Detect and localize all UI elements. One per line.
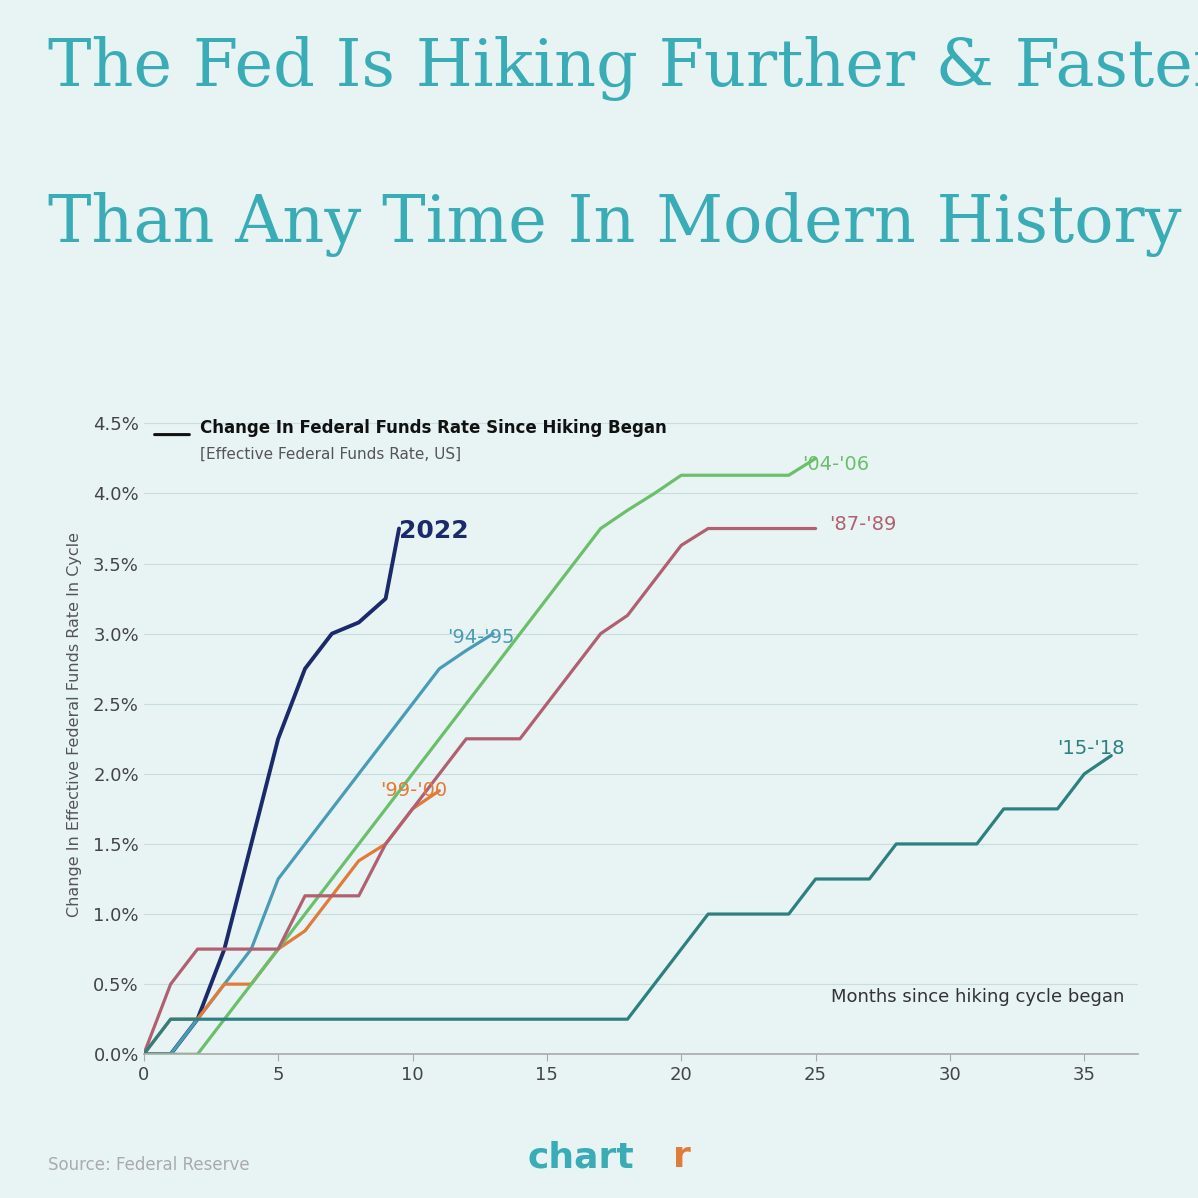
Text: [Effective Federal Funds Rate, US]: [Effective Federal Funds Rate, US] [200, 447, 461, 461]
Text: '94-'95: '94-'95 [447, 629, 515, 647]
Y-axis label: Change In Effective Federal Funds Rate In Cycle: Change In Effective Federal Funds Rate I… [67, 532, 81, 918]
Text: '99-'00: '99-'00 [380, 781, 447, 800]
Text: chart: chart [527, 1140, 634, 1174]
Text: r: r [673, 1140, 691, 1174]
Text: The Fed Is Hiking Further & Faster: The Fed Is Hiking Further & Faster [48, 36, 1198, 101]
Text: 2022: 2022 [399, 519, 468, 544]
Text: '04-'06: '04-'06 [803, 454, 870, 473]
Text: '87-'89: '87-'89 [829, 515, 896, 534]
Text: Change In Federal Funds Rate Since Hiking Began: Change In Federal Funds Rate Since Hikin… [200, 418, 667, 436]
Text: '15-'18: '15-'18 [1058, 739, 1125, 758]
Text: Than Any Time In Modern History: Than Any Time In Modern History [48, 192, 1181, 256]
Text: Months since hiking cycle began: Months since hiking cycle began [831, 988, 1125, 1006]
Text: Source: Federal Reserve: Source: Federal Reserve [48, 1156, 249, 1174]
